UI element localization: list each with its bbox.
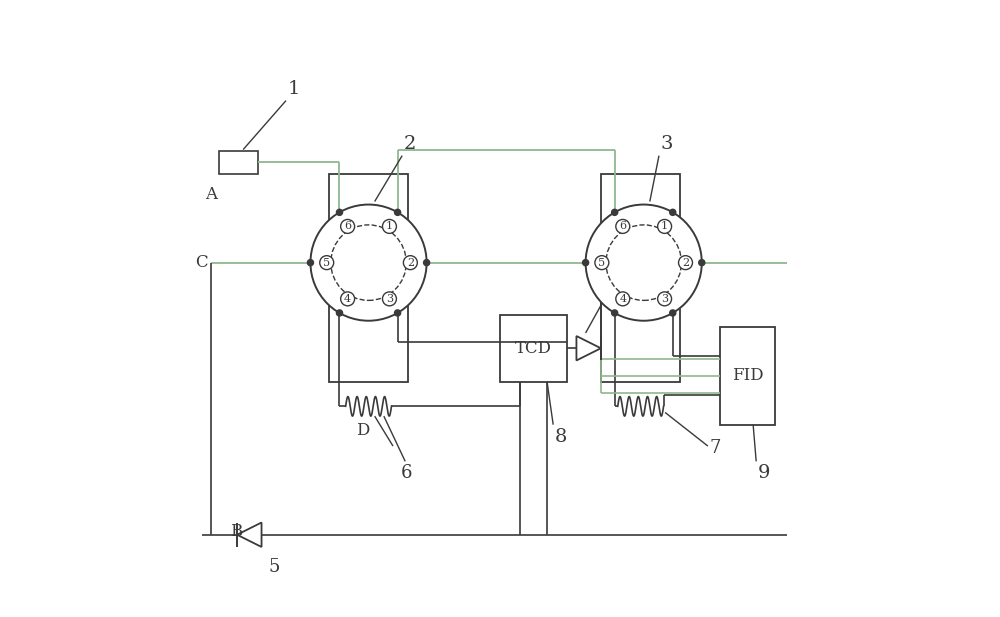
- Circle shape: [699, 260, 705, 266]
- Text: 5: 5: [323, 258, 330, 268]
- Bar: [219, 151, 258, 174]
- Circle shape: [395, 209, 401, 215]
- Text: 6: 6: [619, 222, 626, 231]
- Circle shape: [310, 205, 427, 321]
- Text: 3: 3: [661, 135, 673, 152]
- Circle shape: [658, 292, 672, 306]
- Text: D: D: [356, 422, 369, 439]
- Circle shape: [424, 260, 430, 266]
- Circle shape: [612, 209, 618, 215]
- Circle shape: [612, 310, 618, 316]
- Circle shape: [382, 220, 396, 233]
- Text: 1: 1: [386, 222, 393, 231]
- Text: 1: 1: [287, 80, 300, 97]
- Circle shape: [341, 220, 355, 233]
- Bar: [720, 327, 775, 424]
- Text: 8: 8: [554, 428, 567, 445]
- Circle shape: [583, 260, 589, 266]
- Text: C: C: [195, 254, 208, 271]
- Text: 2: 2: [682, 258, 689, 268]
- Text: 4: 4: [619, 294, 626, 304]
- Circle shape: [395, 310, 401, 316]
- Bar: [500, 315, 567, 382]
- Text: 3: 3: [661, 294, 668, 304]
- Text: 2: 2: [404, 135, 416, 152]
- Circle shape: [616, 220, 630, 233]
- Circle shape: [670, 310, 676, 316]
- Text: 7: 7: [709, 439, 720, 457]
- Circle shape: [336, 209, 343, 215]
- Bar: [329, 174, 408, 382]
- Circle shape: [586, 205, 702, 321]
- Circle shape: [679, 255, 692, 270]
- Text: 1: 1: [661, 222, 668, 231]
- Circle shape: [658, 220, 672, 233]
- Text: TCD: TCD: [515, 340, 552, 357]
- Circle shape: [336, 310, 343, 316]
- Text: 6: 6: [344, 222, 351, 231]
- Text: 2: 2: [407, 258, 414, 268]
- Text: 4: 4: [344, 294, 351, 304]
- Text: 6: 6: [401, 465, 412, 482]
- Circle shape: [616, 292, 630, 306]
- Circle shape: [341, 292, 355, 306]
- Circle shape: [595, 255, 609, 270]
- Text: B: B: [230, 523, 242, 540]
- Text: FID: FID: [732, 367, 763, 384]
- Text: 5: 5: [598, 258, 605, 268]
- Circle shape: [403, 255, 417, 270]
- Text: 5: 5: [268, 558, 279, 576]
- Circle shape: [382, 292, 396, 306]
- Text: 3: 3: [386, 294, 393, 304]
- Circle shape: [670, 209, 676, 215]
- Bar: [601, 174, 680, 382]
- Circle shape: [320, 255, 334, 270]
- Text: 4: 4: [602, 284, 613, 302]
- Circle shape: [307, 260, 314, 266]
- Text: 9: 9: [757, 465, 770, 482]
- Text: A: A: [205, 186, 217, 203]
